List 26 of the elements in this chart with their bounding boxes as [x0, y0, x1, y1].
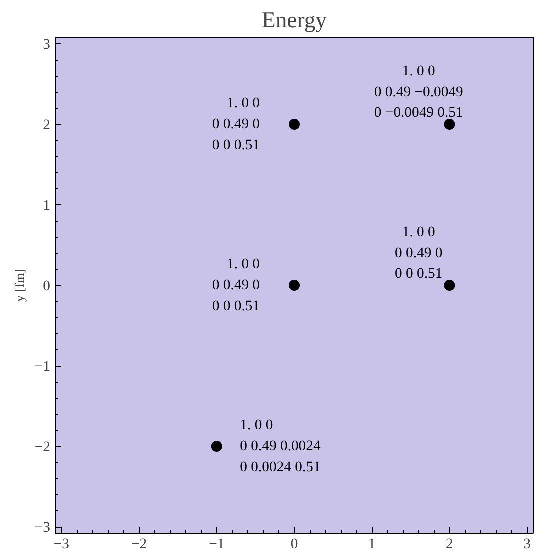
point [289, 118, 300, 130]
x-tick-label: 1 [368, 536, 376, 551]
y-tick-label: 2 [43, 117, 50, 134]
point [211, 441, 222, 452]
x-tick-label: −3 [54, 536, 70, 551]
x-tick-label: −1 [209, 536, 225, 551]
annotation: 1. 0 0 0 0.49 −0.0049 0 −0.0049 0.51 [374, 63, 464, 122]
y-tick-label: −3 [34, 520, 50, 536]
x-tick-label: 2 [446, 536, 454, 551]
point [289, 280, 300, 291]
y-tick-label: 3 [43, 36, 50, 53]
y-tick-label: 0 [43, 278, 50, 294]
chart-title: Energy [262, 8, 328, 32]
annotation: 1. 0 0 0 0.49 0.0024 0 0.0024 0.51 [240, 418, 322, 476]
annotation: 1. 0 0 0 0.49 0 0 0 0.51 [212, 96, 260, 154]
annotation: 1. 0 0 0 0.49 0 0 0 0.51 [212, 256, 260, 314]
y-axis-title: y [fm] [12, 269, 27, 302]
x-tick-label: 3 [524, 536, 531, 551]
y-tick-label: 1 [43, 198, 50, 214]
point [444, 118, 456, 130]
y-tick-label: −1 [34, 359, 50, 376]
annotation: 1. 0 0 0 0.49 0 0 0 0.51 [395, 224, 443, 282]
x-tick-label: 0 [290, 536, 298, 551]
x-tick-label: −2 [132, 536, 148, 551]
point [444, 280, 456, 291]
y-tick-label: −2 [34, 440, 50, 456]
